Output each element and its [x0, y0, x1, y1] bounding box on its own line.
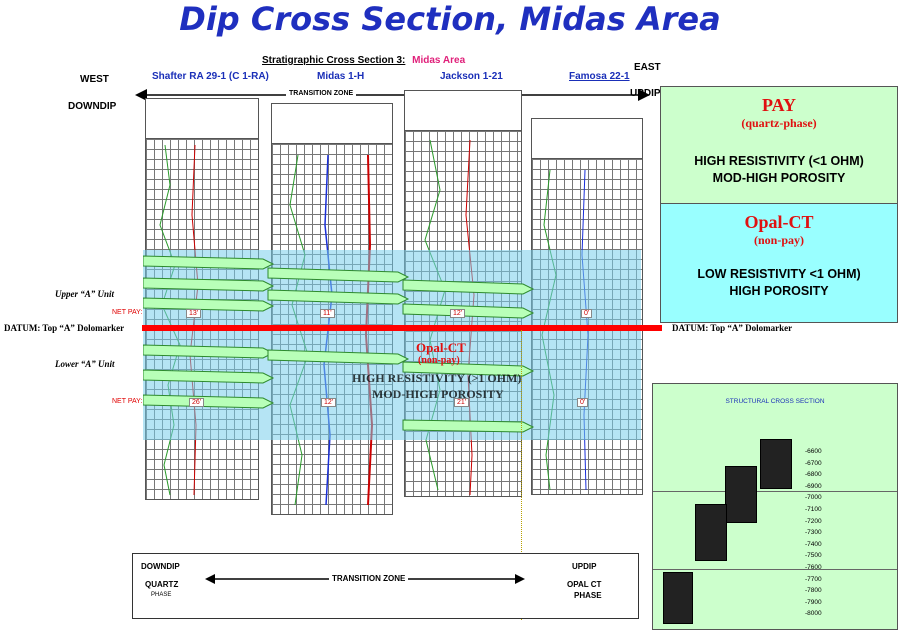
depth-tick: -7600: [805, 563, 822, 571]
strat-area: Midas Area: [412, 55, 466, 66]
opal-heading: Opal-CT: [744, 212, 814, 232]
overlay-opal-text: Opal-CT: [416, 340, 466, 355]
depth-tick: -8000: [805, 610, 822, 618]
top-transition-arrow: [135, 89, 650, 101]
depth-tick: -7700: [805, 575, 822, 583]
net-pay-label-upper: NET PAY:: [112, 309, 143, 316]
net-pay-upper-shafter: 13': [186, 309, 202, 318]
depth-tick: -6800: [805, 471, 822, 479]
net-pay-upper-famosa: 0': [581, 309, 593, 318]
lower-unit-label: Lower “A” Unit: [55, 359, 115, 369]
datum-line: [142, 325, 662, 331]
net-pay-lower-jackson: 21': [454, 398, 470, 407]
net-pay-upper-jackson: 12': [450, 309, 466, 318]
pay-legend-box: PAY (quartz-phase) HIGH RESISTIVITY (<1 …: [660, 86, 898, 205]
net-pay-lower-shafter: 26': [189, 398, 205, 407]
structural-title: STRUCTURAL CROSS SECTION: [725, 398, 825, 405]
datum-right-label: DATUM: Top “A” Dolomarker: [672, 323, 793, 333]
bottom-opal-ct: OPAL CT: [567, 580, 602, 589]
correlation-arrows: [143, 255, 535, 433]
opal-legend-box: Opal-CT (non-pay) LOW RESISTIVITY <1 OHM…: [660, 203, 898, 323]
net-pay-lower-midas: 12': [321, 398, 337, 407]
opal-subheading: (non-pay): [753, 233, 804, 247]
pay-subheading: (quartz-phase): [741, 116, 817, 130]
pay-line1: HIGH RESISTIVITY (<1 OHM): [694, 154, 864, 168]
depth-tick: -7400: [805, 540, 822, 548]
structural-log-2: [695, 504, 727, 561]
header-midas: [271, 103, 393, 145]
depth-tick: -7500: [805, 552, 822, 560]
bottom-transition-label: TRANSITION ZONE: [329, 574, 409, 583]
structural-depth-ticks: -6600 -6700 -6800 -6900 -7000 -7100 -720…: [805, 446, 822, 620]
structural-horizon-lower: [653, 569, 897, 570]
header-shafter: [145, 98, 259, 140]
top-transition-label: TRANSITION ZONE: [286, 90, 357, 97]
pay-line2: MOD-HIGH POROSITY: [712, 171, 846, 185]
header-famosa: [531, 118, 643, 160]
depth-tick: -7900: [805, 598, 822, 606]
downdip-label: DOWNDIP: [68, 101, 117, 112]
bottom-phase-right: PHASE: [574, 591, 602, 600]
opal-line1: LOW RESISTIVITY <1 OHM): [697, 267, 861, 281]
bottom-quartz: QUARTZ: [145, 580, 179, 589]
structural-log-3: [725, 466, 757, 523]
depth-tick: -7300: [805, 529, 822, 537]
depth-tick: -6700: [805, 459, 822, 467]
depth-tick: -7000: [805, 494, 822, 502]
datum-left-label: DATUM: Top “A” Dolomarker: [4, 323, 125, 333]
page-title: Dip Cross Section, Midas Area: [179, 0, 721, 38]
well-name-famosa: Famosa 22-1: [569, 71, 630, 82]
net-pay-lower-famosa: 0': [577, 398, 589, 407]
strat-title: Stratigraphic Cross Section 3:: [262, 55, 406, 66]
well-name-midas: Midas 1-H: [317, 71, 365, 82]
structural-log-4: [760, 439, 792, 489]
strat-subtitle: Stratigraphic Cross Section 3: Midas Are…: [262, 55, 465, 66]
structural-log-1: [663, 572, 693, 624]
header-jackson: [404, 90, 522, 132]
west-label: WEST: [80, 74, 109, 85]
well-name-jackson: Jackson 1-21: [440, 71, 503, 82]
depth-tick: -7200: [805, 517, 822, 525]
bottom-phase-left: PHASE: [151, 592, 172, 598]
depth-tick: -6900: [805, 482, 822, 490]
structural-cross-section: STRUCTURAL CROSS SECTION -6600 -6700 -68…: [652, 383, 898, 630]
bottom-downdip: DOWNDIP: [141, 562, 180, 571]
overlay-line2-text: MOD-HIGH POROSITY: [372, 387, 504, 401]
depth-tick: -7100: [805, 505, 822, 513]
bottom-updip: UPDIP: [572, 562, 597, 571]
depth-tick: -6600: [805, 448, 822, 455]
pay-heading: PAY: [761, 95, 796, 115]
depth-tick: -7800: [805, 587, 822, 595]
net-pay-upper-midas: 11': [320, 309, 335, 318]
east-label: EAST: [634, 62, 661, 73]
overlay-nonpay-text: (non-pay): [418, 355, 460, 366]
bottom-legend: DOWNDIP QUARTZ PHASE TRANSITION ZONE UPD…: [132, 553, 639, 619]
overlay-line1-text: HIGH RESISTIVITY (>1 OHM): [352, 371, 522, 385]
structural-horizon-upper: [653, 491, 897, 492]
dotted-divider: [521, 330, 522, 620]
upper-unit-label: Upper “A” Unit: [55, 289, 115, 299]
opal-line2: HIGH POROSITY: [729, 284, 829, 298]
well-name-shafter: Shafter RA 29-1 (C 1-RA): [152, 71, 269, 82]
net-pay-label-lower: NET PAY:: [112, 398, 143, 405]
